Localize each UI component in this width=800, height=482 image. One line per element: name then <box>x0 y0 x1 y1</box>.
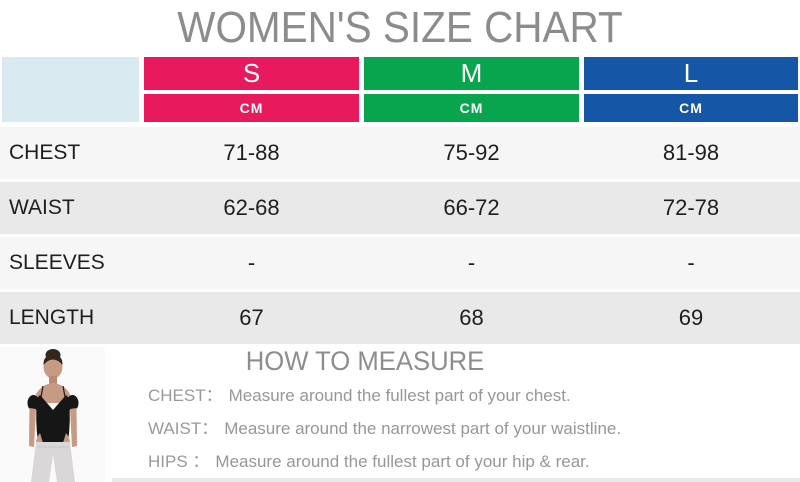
model-photo <box>0 347 105 482</box>
measure-label: WAIST： <box>148 419 219 438</box>
unit-cell-m: CM <box>364 94 579 122</box>
cell-length-l: 69 <box>678 305 704 330</box>
cell-sleeves-l: - <box>687 250 695 275</box>
cell-waist-s: 62-68 <box>223 195 280 220</box>
measure-line-chest: CHEST： Measure around the fullest part of… <box>105 386 625 406</box>
unit-cell-l: CM <box>584 94 798 122</box>
table-row-length: LENGTH 67 68 69 <box>0 292 800 344</box>
measure-label: HIPS ： <box>148 452 210 471</box>
table-row-chest: CHEST 71-88 75-92 81-98 <box>0 127 800 179</box>
size-column-s: S CM <box>144 57 359 122</box>
corner-cell <box>2 57 139 122</box>
measure-text: Measure around the fullest part of your … <box>215 452 590 471</box>
row-label: WAIST <box>9 196 75 219</box>
size-header-s: S <box>144 57 359 90</box>
table-row-waist: WAIST 62-68 66-72 72-78 <box>0 182 800 234</box>
size-column-l: L CM <box>584 57 798 122</box>
size-header-l: L <box>584 57 798 90</box>
cell-sleeves-s: - <box>247 250 256 275</box>
size-table-header: S CM M CM L CM <box>0 57 800 122</box>
cell-waist-m: 66-72 <box>443 195 500 220</box>
cell-length-m: 68 <box>459 305 484 330</box>
measure-text: Measure around the fullest part of your … <box>228 386 571 405</box>
cell-length-s: 67 <box>239 305 264 330</box>
unit-cell-s: CM <box>144 94 359 122</box>
model-photo-illustration <box>0 347 105 482</box>
how-to-measure-title: HOW TO MEASURE <box>245 346 485 376</box>
row-label: CHEST <box>9 141 81 164</box>
measure-instructions: HOW TO MEASURE CHEST： Measure around the … <box>105 344 625 472</box>
measure-line-hips: HIPS ： Measure around the fullest part of… <box>105 452 625 472</box>
bottom-divider <box>112 478 800 482</box>
measure-text: Measure around the narrowest part of you… <box>224 419 622 438</box>
cell-sleeves-m: - <box>467 250 476 275</box>
size-header-m: M <box>364 57 579 90</box>
how-to-measure-section: HOW TO MEASURE CHEST： Measure around the … <box>0 344 800 482</box>
measure-line-waist: WAIST： Measure around the narrowest part … <box>105 419 625 439</box>
cell-chest-m: 75-92 <box>443 140 500 165</box>
page-title: WOMEN'S SIZE CHART <box>177 3 623 52</box>
size-column-m: M CM <box>364 57 579 122</box>
table-row-sleeves: SLEEVES - - - <box>0 237 800 289</box>
size-table-body: CHEST 71-88 75-92 81-98 WAIST 62-68 66-7… <box>0 127 800 344</box>
cell-chest-s: 71-88 <box>223 140 280 165</box>
measure-label: CHEST： <box>148 386 223 405</box>
row-label: LENGTH <box>9 306 95 329</box>
cell-chest-l: 81-98 <box>662 140 720 165</box>
row-label: SLEEVES <box>9 251 105 274</box>
cell-waist-l: 72-78 <box>662 195 720 220</box>
